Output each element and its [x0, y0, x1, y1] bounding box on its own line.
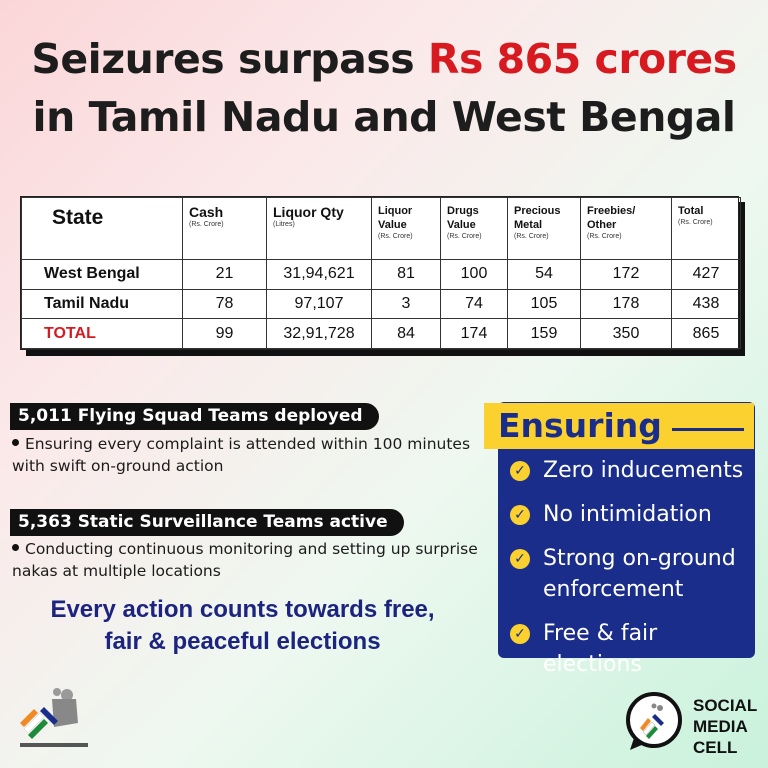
ensuring-underline — [672, 428, 744, 431]
headline: Seizures surpass Rs 865 crores in Tamil … — [0, 30, 768, 146]
check-icon: ✓ — [510, 549, 530, 569]
cell-metal: 54 — [507, 259, 581, 290]
social-media-cell-logo-icon — [626, 692, 682, 750]
cell-total: 865 — [671, 318, 741, 349]
cell-cash: 78 — [182, 288, 267, 320]
col-header-liquor-value: Liquor Value (Rs. Crore) — [371, 197, 441, 260]
cell-state: West Bengal — [21, 259, 183, 290]
check-icon: ✓ — [510, 505, 530, 525]
table-row: West Bengal 21 31,94,621 81 100 54 172 4… — [21, 259, 741, 290]
seizure-table: State Cash (Rs. Crore) Liquor Qty (Litres)… — [20, 196, 741, 350]
headline-line-2: in Tamil Nadu and West Bengal — [32, 93, 736, 141]
col-header-precious-metal: Precious Metal (Rs. Crore) — [507, 197, 581, 260]
col-header-cash: Cash (Rs. Crore) — [182, 197, 267, 260]
table-header-row: State Cash (Rs. Crore) Liquor Qty (Litres)… — [21, 197, 741, 260]
ensuring-item: ✓ Strong on-ground enforcement — [510, 543, 750, 605]
col-header-total: Total (Rs. Crore) — [671, 197, 741, 260]
check-icon: ✓ — [510, 461, 530, 481]
headline-part1: Seizures surpass — [31, 35, 428, 83]
cell-liquor-value: 81 — [371, 259, 441, 290]
cell-cash: 21 — [182, 259, 267, 290]
ensuring-item: ✓ Free & fair elections — [510, 618, 750, 680]
static-surveillance-bullet: Conducting continuous monitoring and set… — [12, 540, 478, 580]
cell-cash: 99 — [182, 318, 267, 349]
check-icon: ✓ — [510, 624, 530, 644]
col-header-drugs-value: Drugs Value (Rs. Crore) — [440, 197, 508, 260]
cell-drugs: 74 — [440, 288, 508, 320]
cell-freebies: 350 — [580, 318, 672, 349]
cell-liquor-qty: 31,94,621 — [266, 259, 372, 290]
cell-liquor-value: 3 — [371, 288, 441, 320]
col-header-state: State — [21, 197, 183, 260]
ensuring-item: ✓ No intimidation — [510, 499, 750, 530]
eci-logo-icon — [20, 688, 88, 747]
cell-total: 438 — [671, 288, 741, 320]
cell-drugs: 174 — [440, 318, 508, 349]
flying-squad-bullet: Ensuring every complaint is attended wit… — [12, 435, 471, 475]
col-header-freebies: Freebies/ Other (Rs. Crore) — [580, 197, 672, 260]
headline-highlight: Rs 865 crores — [427, 35, 737, 83]
cell-liquor-qty: 97,107 — [266, 288, 372, 320]
tagline-line-2: fair & peaceful elections — [104, 628, 381, 655]
tagline: Every action counts towards free, fair &… — [0, 594, 485, 658]
cell-freebies: 178 — [580, 288, 672, 320]
col-header-liquor-qty: Liquor Qty (Litres) — [266, 197, 372, 260]
headline-line-1: Seizures surpass Rs 865 crores — [0, 30, 768, 88]
flying-squad-title: 5,011 Flying Squad Teams deployed — [10, 403, 379, 430]
cell-liquor-qty: 32,91,728 — [266, 318, 372, 349]
table-row-total: TOTAL 99 32,91,728 84 174 159 350 865 — [21, 318, 741, 349]
cell-drugs: 100 — [440, 259, 508, 290]
cell-metal: 159 — [507, 318, 581, 349]
tagline-line-1: Every action counts towards free, — [50, 596, 435, 623]
table-row: Tamil Nadu 78 97,107 3 74 105 178 438 — [21, 288, 741, 320]
ensuring-item: ✓ Zero inducements — [510, 455, 750, 486]
ensuring-header: Ensuring — [484, 403, 754, 449]
cell-liquor-value: 84 — [371, 318, 441, 349]
bullet-dot-icon — [12, 544, 19, 551]
bullet-dot-icon — [12, 439, 19, 446]
social-media-cell-label: SOCIAL MEDIA CELL — [693, 696, 758, 757]
cell-state: Tamil Nadu — [21, 288, 183, 320]
cell-freebies: 172 — [580, 259, 672, 290]
static-surveillance-title: 5,363 Static Surveillance Teams active — [10, 509, 404, 536]
ensuring-title: Ensuring — [498, 406, 662, 445]
cell-metal: 105 — [507, 288, 581, 320]
cell-state: TOTAL — [21, 318, 183, 349]
cell-total: 427 — [671, 259, 741, 290]
